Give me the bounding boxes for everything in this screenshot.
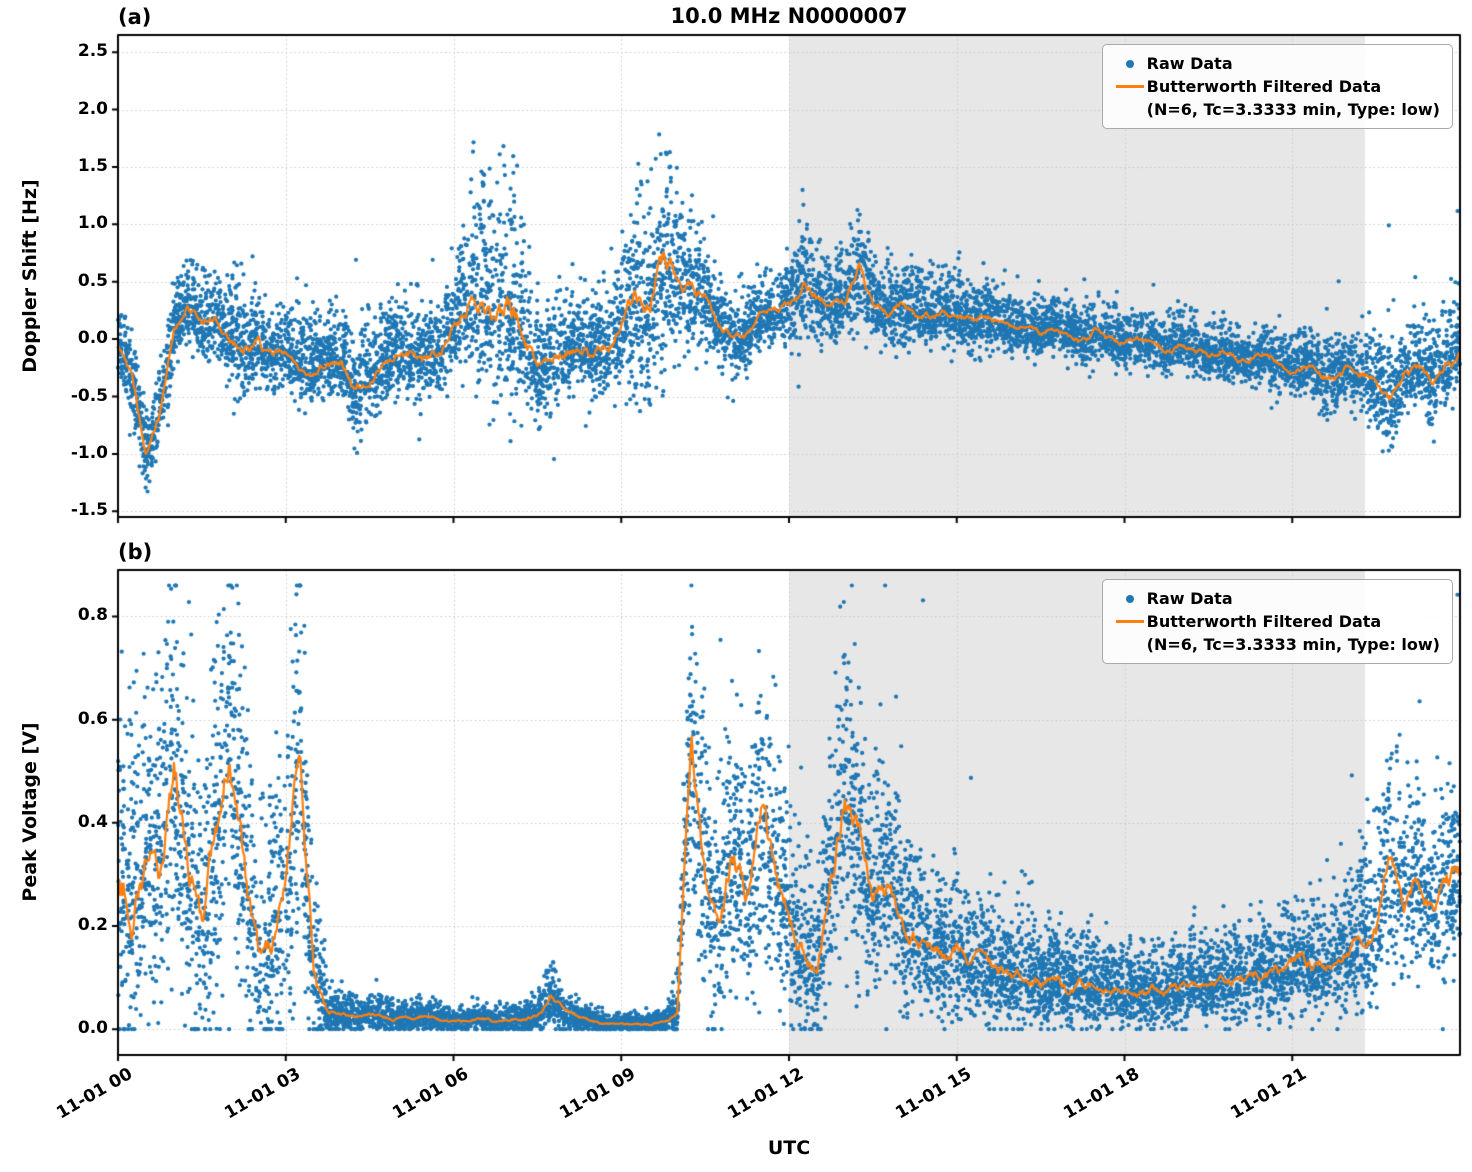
y-tick-label: 0.8 xyxy=(77,605,108,626)
y-tick-label: 0.2 xyxy=(77,915,108,935)
y-tick-label: 0.5 xyxy=(77,270,108,291)
filtered-line-marker xyxy=(1115,85,1144,88)
x-axis-label: UTC xyxy=(767,1137,811,1159)
legend-filtered-row: Butterworth Filtered Data xyxy=(1113,75,1440,98)
filtered-marker-cell xyxy=(1113,620,1147,623)
filtered-line-marker xyxy=(1115,620,1144,623)
legend-filtered-label: Butterworth Filtered Data xyxy=(1146,77,1382,96)
legend-raw-label: Raw Data xyxy=(1146,589,1233,608)
y-tick-label: 1.0 xyxy=(77,213,108,234)
legend-a: Raw Data Butterworth Filtered Data (N=6,… xyxy=(1101,44,1453,129)
panel-a-label: (a) xyxy=(118,5,152,29)
y-tick-label: 1.5 xyxy=(77,155,108,176)
y-tick-label: -1.5 xyxy=(70,500,108,521)
raw-marker-cell xyxy=(1113,59,1147,68)
raw-data-marker xyxy=(1125,594,1134,603)
y-tick-label: 2.5 xyxy=(77,41,108,62)
y-tick-label: 0.6 xyxy=(77,708,108,729)
y-tick-label: -1.0 xyxy=(70,442,108,463)
raw-data-marker xyxy=(1125,59,1134,68)
legend-filtered-sublabel: (N=6, Tc=3.3333 min, Type: low) xyxy=(1146,635,1440,654)
legend-filtered-label: Butterworth Filtered Data xyxy=(1146,612,1382,631)
legend-b: Raw Data Butterworth Filtered Data (N=6,… xyxy=(1101,579,1453,664)
y-axis-label-doppler: Doppler Shift [Hz] xyxy=(19,179,41,373)
y-tick-label: 2.0 xyxy=(77,98,108,119)
y-tick-label: -0.5 xyxy=(70,385,108,406)
legend-raw-label: Raw Data xyxy=(1146,54,1233,73)
raw-marker-cell xyxy=(1113,594,1147,603)
legend-filtered-sublabel: (N=6, Tc=3.3333 min, Type: low) xyxy=(1146,100,1440,119)
legend-raw-row: Raw Data xyxy=(1113,587,1440,610)
y-axis-label-voltage: Peak Voltage [V] xyxy=(19,722,41,902)
filtered-marker-cell xyxy=(1113,85,1147,88)
y-tick-label: 0.4 xyxy=(77,811,108,832)
legend-filtered-subrow: (N=6, Tc=3.3333 min, Type: low) xyxy=(1113,633,1440,656)
panel-b-label: (b) xyxy=(118,540,153,564)
legend-raw-row: Raw Data xyxy=(1113,52,1440,75)
y-tick-label: 0.0 xyxy=(77,1018,108,1039)
y-tick-label: 0.0 xyxy=(77,328,108,349)
legend-filtered-subrow: (N=6, Tc=3.3333 min, Type: low) xyxy=(1113,98,1440,121)
figure-title: 10.0 MHz N0000007 xyxy=(670,4,908,28)
legend-filtered-row: Butterworth Filtered Data xyxy=(1113,610,1440,633)
